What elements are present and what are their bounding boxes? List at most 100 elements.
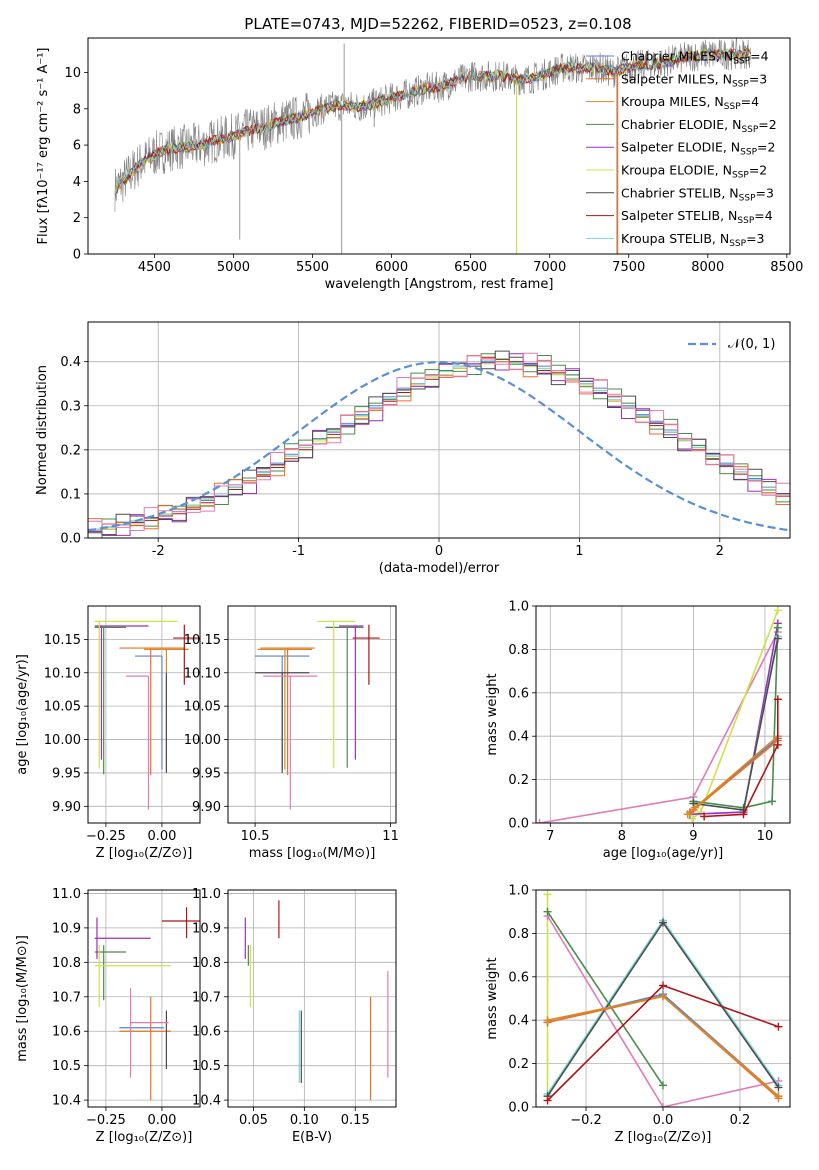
y-axis-label: mass [log₁₀(M/M⊙)] bbox=[15, 935, 30, 1062]
errorbar-point bbox=[126, 675, 150, 810]
figure-title: PLATE=0743, MJD=52262, FIBERID=0523, z=0… bbox=[244, 15, 631, 33]
errorbar-point bbox=[257, 648, 312, 770]
x-tick-label: 0.2 bbox=[730, 1113, 751, 1128]
model-line bbox=[114, 48, 751, 195]
y-tick-label: 10.8 bbox=[192, 956, 221, 971]
y-tick-label: 6 bbox=[73, 139, 81, 154]
x-tick-label: 0.05 bbox=[239, 1113, 268, 1128]
x-tick-label: 9 bbox=[689, 829, 697, 844]
legend-label: Kroupa MILES, NSSP=4 bbox=[621, 94, 759, 112]
series bbox=[685, 736, 782, 817]
x-tick-label: −0.2 bbox=[570, 1113, 602, 1128]
y-tick-label: 0.4 bbox=[60, 355, 81, 370]
y-tick-label: 2 bbox=[73, 211, 81, 226]
errorbar-point bbox=[94, 626, 127, 775]
plot-area bbox=[228, 890, 396, 1107]
y-tick-label: 10.15 bbox=[184, 633, 221, 648]
histogram-step bbox=[88, 353, 790, 538]
x-tick-label: 2 bbox=[716, 544, 724, 559]
y-tick-label: 10.10 bbox=[184, 666, 221, 681]
histogram-step bbox=[88, 355, 790, 538]
errorbar-point bbox=[352, 624, 380, 685]
legend-label: 𝒩(0, 1) bbox=[728, 337, 775, 352]
x-axis-label: Z [log₁₀(Z/Z⊙)] bbox=[96, 1130, 193, 1145]
x-axis-label: E(B-V) bbox=[292, 1130, 332, 1145]
series bbox=[700, 695, 782, 821]
y-tick-label: 10.00 bbox=[44, 733, 81, 748]
x-axis-label: wavelength [Angstrom, rest frame] bbox=[325, 277, 554, 292]
y-tick-label: 10.6 bbox=[52, 1025, 81, 1040]
y-tick-label: 0.8 bbox=[508, 927, 529, 942]
y-tick-label: 10.5 bbox=[192, 1059, 221, 1074]
errorbar-point bbox=[94, 945, 171, 1008]
y-tick-label: 10.4 bbox=[52, 1094, 81, 1109]
y-tick-label: 0.2 bbox=[60, 443, 81, 458]
series-line bbox=[704, 699, 779, 818]
y-tick-label: 0.0 bbox=[508, 1101, 529, 1116]
plot-area bbox=[88, 606, 200, 823]
histogram-step bbox=[88, 360, 790, 538]
axes-frame bbox=[535, 889, 791, 1108]
legend-label: Chabrier MILES, NSSP=4 bbox=[621, 49, 769, 67]
y-tick-label: 11.0 bbox=[192, 887, 221, 902]
y-tick-label: 10.00 bbox=[184, 733, 221, 748]
x-tick-label: 6000 bbox=[375, 260, 408, 275]
errorbar-point bbox=[339, 625, 364, 760]
legend-label: Salpeter ELODIE, NSSP=2 bbox=[621, 140, 775, 158]
x-tick-label: 1 bbox=[575, 544, 583, 559]
x-tick-label: 7500 bbox=[612, 260, 645, 275]
errorbar-point bbox=[94, 620, 178, 769]
plot-area bbox=[536, 890, 790, 1107]
x-tick-label: 10.5 bbox=[241, 829, 270, 844]
x-tick-label: −0.25 bbox=[86, 1113, 126, 1128]
series bbox=[689, 632, 782, 814]
series-line bbox=[693, 627, 779, 809]
y-tick-label: 9.95 bbox=[52, 766, 81, 781]
series-line bbox=[539, 631, 779, 823]
x-tick-label: -1 bbox=[292, 544, 305, 559]
y-tick-label: 0.0 bbox=[508, 817, 529, 832]
histogram-step bbox=[88, 353, 790, 538]
y-tick-label: 0.4 bbox=[508, 730, 529, 745]
y-axis-label: age [log₁₀(age/yr)] bbox=[15, 654, 30, 775]
errorbar-point bbox=[263, 675, 318, 810]
axes-frame bbox=[535, 605, 791, 824]
legend-label: Salpeter MILES, NSSP=3 bbox=[621, 71, 767, 89]
errorbar-point bbox=[173, 624, 200, 685]
x-tick-label: 7 bbox=[546, 829, 554, 844]
x-tick-label: 8 bbox=[618, 829, 626, 844]
x-axis-label: mass [log₁₀(M/M⊙)] bbox=[249, 846, 376, 861]
y-axis-label: mass weight bbox=[485, 957, 500, 1039]
plot-area bbox=[88, 890, 200, 1107]
errorbar-point bbox=[94, 625, 149, 760]
y-tick-label: 0.4 bbox=[508, 1014, 529, 1029]
y-tick-label: 10.05 bbox=[44, 700, 81, 715]
axes-frame bbox=[227, 605, 397, 824]
series bbox=[687, 606, 782, 823]
series bbox=[543, 992, 783, 1101]
x-tick-label: 0 bbox=[435, 544, 443, 559]
x-tick-label: 0.00 bbox=[147, 829, 176, 844]
y-tick-label: 11.0 bbox=[52, 887, 81, 902]
errorbar-point bbox=[260, 647, 315, 775]
y-tick-label: 0.3 bbox=[60, 399, 81, 414]
y-tick-label: 10.6 bbox=[192, 1025, 221, 1040]
plot-area bbox=[88, 322, 790, 538]
plot-area bbox=[536, 606, 790, 823]
errorbar-point bbox=[317, 620, 356, 769]
errorbar-point bbox=[94, 917, 151, 959]
errorbar-point bbox=[255, 672, 310, 773]
x-tick-label: 11 bbox=[382, 829, 399, 844]
errorbar-point bbox=[94, 945, 127, 1001]
y-tick-label: 10.5 bbox=[52, 1059, 81, 1074]
plot-area bbox=[228, 606, 396, 823]
errorbar-point bbox=[119, 996, 171, 1101]
x-tick-label: 0.00 bbox=[147, 1113, 176, 1128]
y-tick-label: 10.15 bbox=[44, 633, 81, 648]
errorbar-point bbox=[135, 655, 163, 770]
panel-mass_vs_Z: −0.25 0.00 10.4 10.5 10.6 10.7 10.8 10.9 11.0 Z [… bbox=[15, 887, 201, 1145]
y-tick-label: 0.0 bbox=[60, 532, 81, 547]
series bbox=[543, 907, 667, 1090]
y-tick-label: 9.90 bbox=[192, 800, 221, 815]
legend-label: Kroupa ELODIE, NSSP=2 bbox=[621, 163, 767, 181]
